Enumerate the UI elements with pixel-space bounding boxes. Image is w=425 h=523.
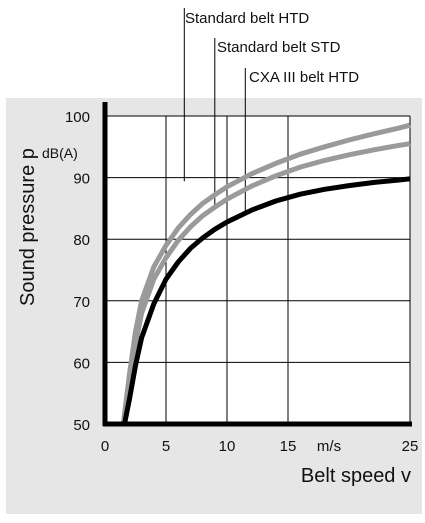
y-tick-label-90: 90 [73,171,90,188]
y-tick-label-70: 70 [73,294,90,311]
series-line-3 [122,176,411,425]
y-unit-label: dB(A) [42,145,78,161]
x-tick-label-10: 10 [219,438,236,455]
x-unit-label: m/s [317,438,341,455]
x-axis-label: Belt speed v [301,465,411,487]
y-tick-label-80: 80 [73,232,90,249]
x-tick-label-5: 5 [162,438,170,455]
tick-labels: 50 60 70 80 90 100 0 5 10 15 25 [65,109,418,455]
legend-label-standard-belt-std: Standard belt STD [217,39,341,56]
legend-label-cxa-iii-belt-htd: CXA III belt HTD [249,69,359,86]
x-tick-label-0: 0 [101,438,109,455]
y-tick-label-60: 60 [73,355,90,372]
y-tick-label-100: 100 [65,109,90,126]
plot-area [105,116,410,424]
y-axis-label: Sound pressure p [17,148,39,306]
legend-label-standard-belt-htd: Standard belt HTD [185,10,309,27]
x-tick-label-15: 15 [280,438,297,455]
x-tick-label-25: 25 [402,438,419,455]
y-tick-label-50: 50 [73,417,90,434]
series-layer [120,122,411,425]
axes-layer [102,102,412,427]
series-line-1 [120,122,411,425]
